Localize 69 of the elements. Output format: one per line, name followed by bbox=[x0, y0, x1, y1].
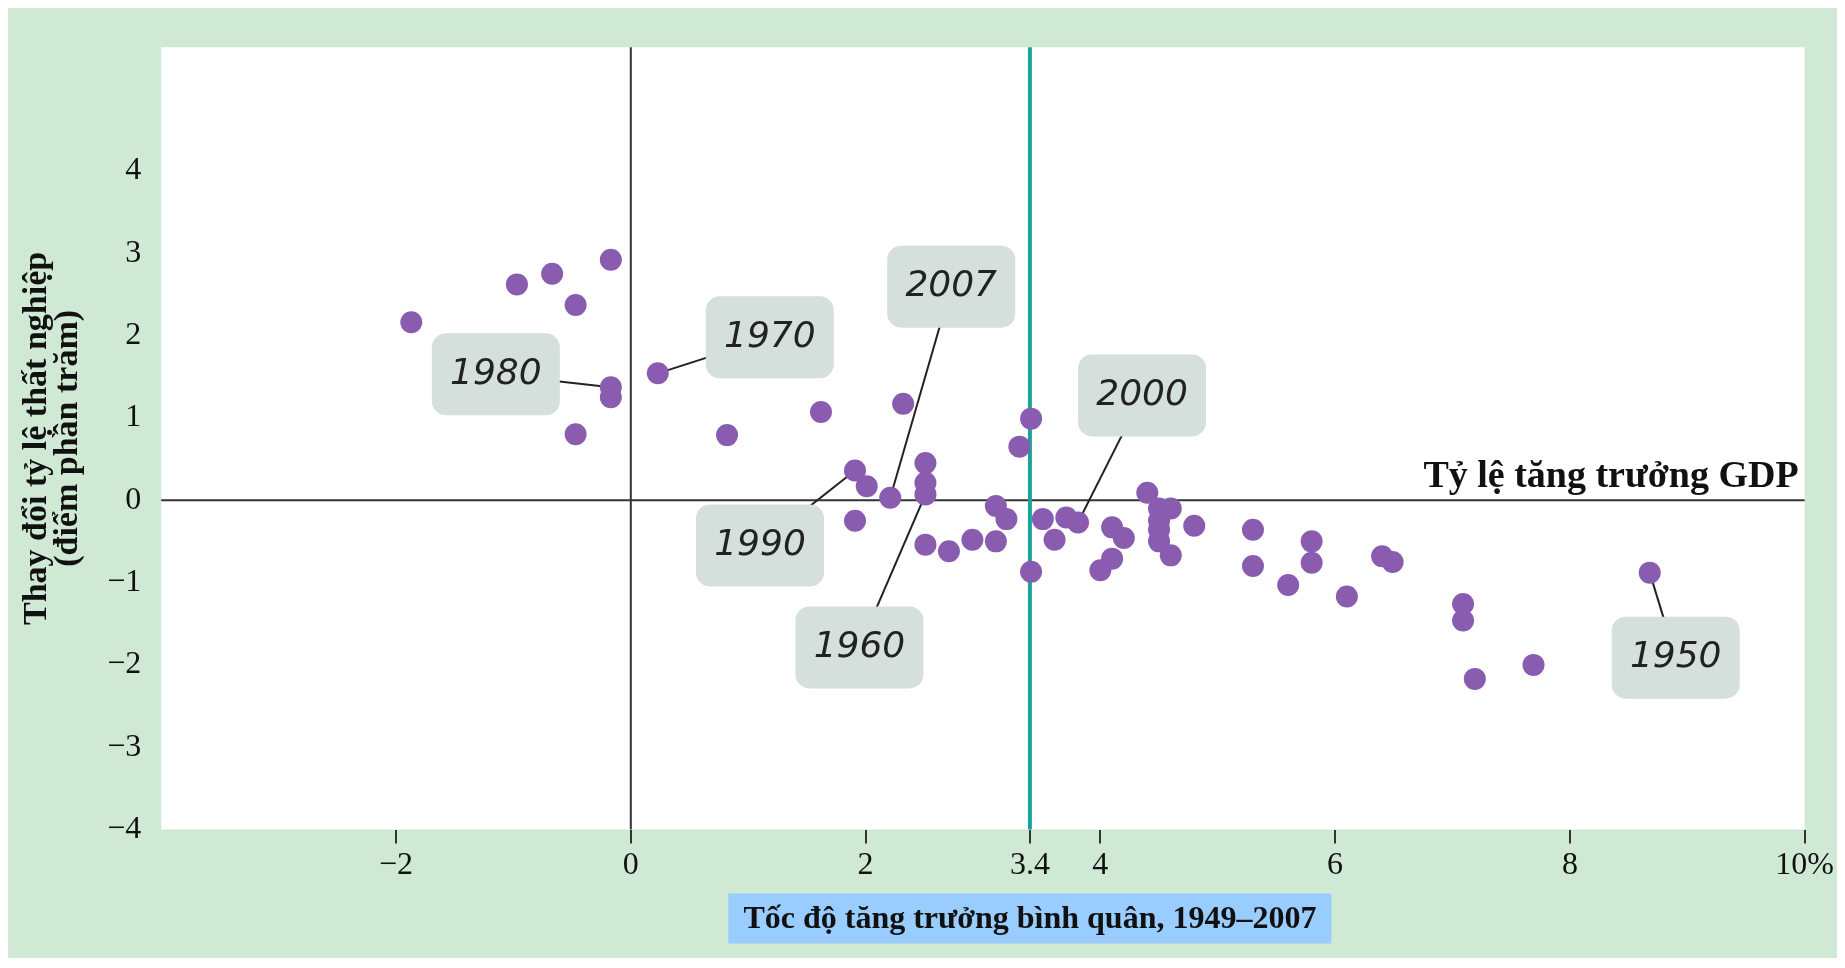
point bbox=[1381, 550, 1404, 573]
annotation: 2000 bbox=[1096, 371, 1188, 413]
point bbox=[937, 540, 960, 563]
annotation: 2007 bbox=[905, 263, 998, 305]
annotation: 1960 bbox=[813, 623, 906, 665]
x-tick-label: 4 bbox=[1092, 845, 1109, 882]
point bbox=[1300, 530, 1323, 553]
x-tick-label: −2 bbox=[379, 845, 414, 882]
x-tick-label: 2 bbox=[857, 845, 874, 882]
point bbox=[914, 452, 937, 475]
point bbox=[1043, 528, 1066, 551]
y-tick-label: 2 bbox=[125, 314, 142, 351]
point bbox=[995, 508, 1018, 531]
point bbox=[1031, 508, 1054, 531]
point bbox=[1335, 585, 1358, 608]
point bbox=[1638, 561, 1661, 584]
y-tick-label: −4 bbox=[107, 809, 142, 846]
annotation: 1990 bbox=[714, 521, 806, 563]
point bbox=[716, 424, 739, 447]
point bbox=[1136, 481, 1159, 504]
x-tick-label: 6 bbox=[1327, 845, 1344, 882]
point bbox=[646, 362, 669, 385]
point bbox=[1183, 514, 1206, 537]
point bbox=[400, 311, 423, 334]
point bbox=[1277, 574, 1300, 596]
point bbox=[892, 392, 915, 415]
ref-line-label: Tốc độ tăng trưởng bình quân, 1949–2007 bbox=[743, 898, 1317, 935]
y-tick-label: −3 bbox=[107, 726, 142, 763]
point bbox=[1020, 560, 1043, 583]
y-tick-label: −2 bbox=[107, 644, 142, 681]
point bbox=[1463, 667, 1486, 690]
y-tick-label: −1 bbox=[107, 561, 142, 598]
point bbox=[1241, 518, 1264, 541]
point bbox=[1067, 511, 1090, 534]
x-tick-label: 3.4 bbox=[1009, 845, 1050, 882]
point bbox=[844, 509, 867, 532]
point bbox=[855, 475, 878, 498]
point bbox=[844, 459, 867, 482]
y-tick-label: 0 bbox=[125, 479, 142, 516]
y-tick-label: 1 bbox=[125, 397, 142, 434]
point bbox=[914, 533, 937, 556]
y-tick-label: 3 bbox=[125, 232, 142, 269]
point bbox=[961, 528, 984, 551]
point bbox=[1008, 435, 1031, 458]
point bbox=[809, 401, 832, 424]
y-tick-label: 4 bbox=[125, 150, 142, 187]
point bbox=[1452, 609, 1475, 632]
point bbox=[1241, 555, 1264, 578]
annotation: 1980 bbox=[450, 350, 542, 392]
annotation: 1950 bbox=[1629, 634, 1722, 675]
point bbox=[505, 273, 528, 296]
point bbox=[1089, 559, 1112, 582]
annotation: 1970 bbox=[723, 313, 816, 355]
point bbox=[1112, 527, 1135, 550]
point bbox=[564, 423, 587, 446]
point bbox=[1522, 653, 1545, 676]
point bbox=[879, 486, 902, 509]
x-tick-label: 10% bbox=[1775, 845, 1834, 882]
point bbox=[984, 530, 1007, 553]
point bbox=[564, 293, 587, 316]
x-tick-label: 0 bbox=[622, 845, 639, 882]
y-axis-title: Thay đổi tỷ lệ thất nghiệp (điểm phần trăm) bbox=[16, 251, 85, 625]
point bbox=[1300, 551, 1323, 574]
point bbox=[541, 262, 564, 285]
x-tick-label: 8 bbox=[1561, 845, 1578, 882]
point bbox=[1159, 544, 1182, 567]
x-axis-title: Tỷ lệ tăng trưởng GDP bbox=[1423, 452, 1799, 495]
point bbox=[1020, 407, 1043, 430]
point bbox=[599, 248, 622, 271]
